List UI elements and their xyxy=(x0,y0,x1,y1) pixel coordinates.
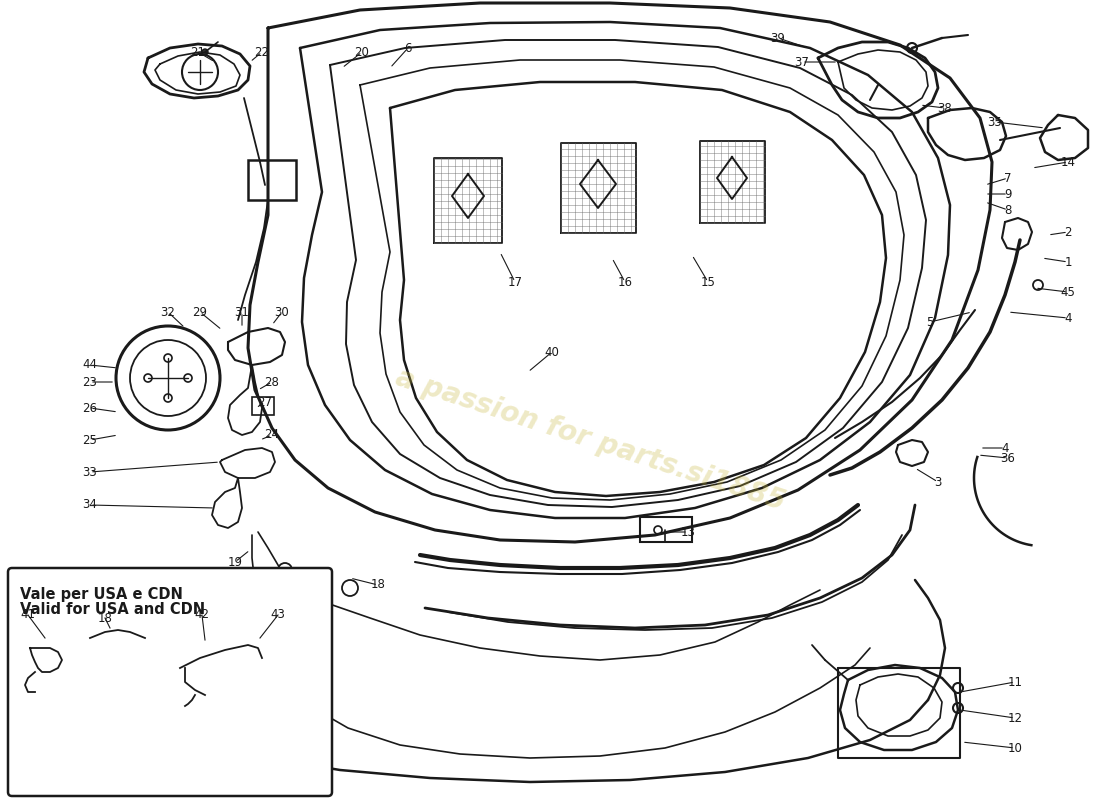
Text: 14: 14 xyxy=(1060,155,1076,169)
Text: 11: 11 xyxy=(1008,675,1023,689)
Text: 17: 17 xyxy=(507,275,522,289)
Text: 18: 18 xyxy=(371,578,385,591)
Text: 28: 28 xyxy=(265,375,279,389)
Circle shape xyxy=(953,683,962,693)
Text: 34: 34 xyxy=(82,498,98,511)
Text: 8: 8 xyxy=(1004,203,1012,217)
Text: 26: 26 xyxy=(82,402,98,414)
Text: 9: 9 xyxy=(1004,187,1012,201)
Text: 13: 13 xyxy=(681,526,695,538)
Text: 2: 2 xyxy=(1065,226,1071,238)
Text: 4: 4 xyxy=(1001,442,1009,454)
Text: 22: 22 xyxy=(254,46,270,58)
Text: Vale per USA e CDN: Vale per USA e CDN xyxy=(20,586,183,602)
Text: 41: 41 xyxy=(21,609,35,622)
Text: 36: 36 xyxy=(1001,451,1015,465)
Text: 35: 35 xyxy=(988,115,1002,129)
Circle shape xyxy=(908,43,917,53)
Text: 32: 32 xyxy=(161,306,175,318)
Text: 24: 24 xyxy=(264,429,279,442)
Text: 43: 43 xyxy=(271,609,285,622)
Text: 42: 42 xyxy=(195,609,209,622)
Text: 41: 41 xyxy=(21,609,35,622)
Bar xyxy=(248,160,296,200)
Text: 42: 42 xyxy=(195,609,209,622)
Text: 37: 37 xyxy=(794,55,810,69)
Text: 44: 44 xyxy=(82,358,98,371)
Text: 31: 31 xyxy=(234,306,250,318)
Text: 38: 38 xyxy=(937,102,953,114)
Text: 20: 20 xyxy=(354,46,370,58)
Text: 12: 12 xyxy=(1008,711,1023,725)
Circle shape xyxy=(144,374,152,382)
Circle shape xyxy=(184,374,192,382)
Text: 39: 39 xyxy=(771,31,785,45)
FancyBboxPatch shape xyxy=(8,568,332,796)
Text: 15: 15 xyxy=(701,275,715,289)
Circle shape xyxy=(164,354,172,362)
Text: 1: 1 xyxy=(1065,255,1071,269)
Text: 4: 4 xyxy=(1065,311,1071,325)
Text: 23: 23 xyxy=(82,375,98,389)
Text: 19: 19 xyxy=(228,555,242,569)
Text: 29: 29 xyxy=(192,306,208,318)
Text: 40: 40 xyxy=(544,346,560,358)
Text: 6: 6 xyxy=(405,42,411,54)
Text: Valid for USA and CDN: Valid for USA and CDN xyxy=(20,602,205,618)
Bar xyxy=(640,517,692,542)
Text: 3: 3 xyxy=(934,475,942,489)
Bar xyxy=(252,397,274,415)
Text: 27: 27 xyxy=(257,395,273,409)
Text: 7: 7 xyxy=(1004,171,1012,185)
Circle shape xyxy=(1033,280,1043,290)
Text: 18: 18 xyxy=(98,611,112,625)
Text: 30: 30 xyxy=(275,306,289,318)
Text: 25: 25 xyxy=(82,434,98,446)
Circle shape xyxy=(164,394,172,402)
Circle shape xyxy=(202,49,208,55)
Text: 33: 33 xyxy=(82,466,98,478)
Text: 45: 45 xyxy=(1060,286,1076,298)
Text: a passion for parts.si1885: a passion for parts.si1885 xyxy=(392,364,789,516)
Text: 5: 5 xyxy=(926,315,934,329)
Circle shape xyxy=(953,703,962,713)
Text: 21: 21 xyxy=(190,46,206,58)
Text: 43: 43 xyxy=(271,609,285,622)
Text: 10: 10 xyxy=(1008,742,1022,754)
Text: 16: 16 xyxy=(617,275,632,289)
